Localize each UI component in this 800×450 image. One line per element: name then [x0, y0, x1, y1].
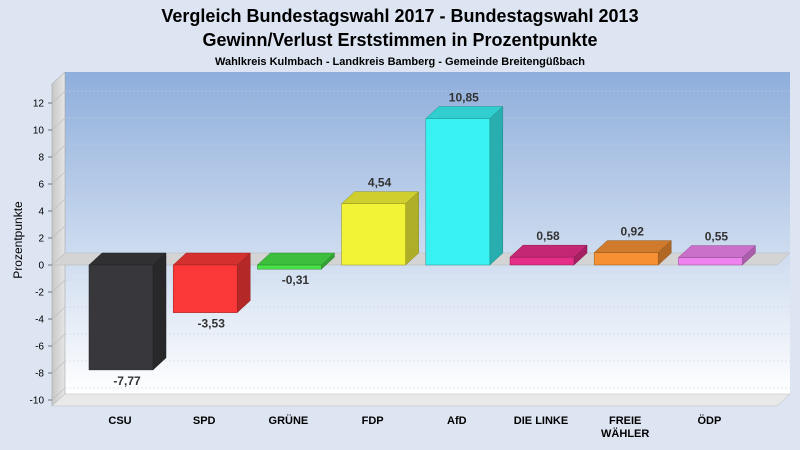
tick-label: -6 — [35, 342, 44, 353]
bar — [593, 240, 672, 266]
bar — [340, 191, 420, 266]
bar — [425, 105, 504, 266]
data-label: 10,85 — [449, 91, 479, 105]
tick-label: 10 — [33, 126, 45, 137]
chart-subtitle: Gewinn/Verlust Erststimmen in Prozentpun… — [202, 30, 597, 50]
category-label: ÖDP — [697, 414, 721, 427]
bar — [677, 245, 757, 266]
category-label: FREIE — [609, 415, 641, 427]
data-label: 0,92 — [621, 225, 645, 239]
category-label: SPD — [193, 415, 216, 427]
value-labels: -7,77 -3,53 -0,31 4,54 10,85 0,58 0,92 0,55 — [113, 91, 728, 388]
tick-label: 2 — [38, 234, 44, 245]
chart-title: Vergleich Bundestagswahl 2017 - Bundesta… — [161, 6, 638, 26]
data-label: 4,54 — [368, 176, 392, 190]
data-label: -3,53 — [198, 317, 226, 331]
gridline — [51, 225, 66, 239]
tick-label: -2 — [35, 288, 44, 299]
category-label: DIE LINKE — [514, 415, 568, 427]
left-wall — [51, 71, 66, 407]
bar — [256, 252, 336, 270]
tick-label: 8 — [38, 153, 44, 164]
data-label: 0,55 — [705, 230, 729, 244]
chart-caption: Wahlkreis Kulmbach - Landkreis Bamberg -… — [215, 56, 585, 68]
bar — [172, 252, 251, 314]
category-label: FDP — [362, 415, 384, 427]
gridline — [51, 333, 66, 347]
tick-label: -10 — [30, 396, 45, 407]
tick-label: -8 — [35, 369, 44, 380]
tick-label: 0 — [38, 261, 44, 272]
category-label: CSU — [108, 415, 131, 427]
y-axis-label: Prozentpunkte — [11, 201, 25, 279]
gridline — [51, 360, 66, 374]
gridline — [51, 198, 66, 212]
bar — [509, 244, 588, 266]
tick-label: 6 — [38, 180, 44, 191]
gridline — [51, 90, 66, 104]
bar — [88, 252, 167, 371]
data-label: -7,77 — [113, 374, 141, 388]
tick-label: 4 — [38, 207, 44, 218]
gridline — [51, 171, 66, 185]
bars — [88, 105, 757, 371]
category-label: AfD — [447, 415, 467, 427]
gridline — [51, 252, 66, 266]
y-axis-ticks: -10 -8 -6 -4 -2 0 2 4 6 8 10 12 — [30, 99, 52, 407]
gridline — [51, 279, 66, 293]
floor — [51, 393, 791, 407]
data-label: -0,31 — [282, 273, 310, 287]
gridline — [51, 387, 66, 401]
data-label: 0,58 — [536, 229, 560, 243]
gridline — [51, 144, 66, 158]
gridline — [51, 306, 66, 320]
tick-label: 12 — [33, 99, 45, 110]
category-label: GRÜNE — [269, 414, 309, 427]
tick-label: -4 — [35, 315, 44, 326]
gridline — [51, 117, 66, 131]
category-label: WÄHLER — [601, 427, 649, 440]
